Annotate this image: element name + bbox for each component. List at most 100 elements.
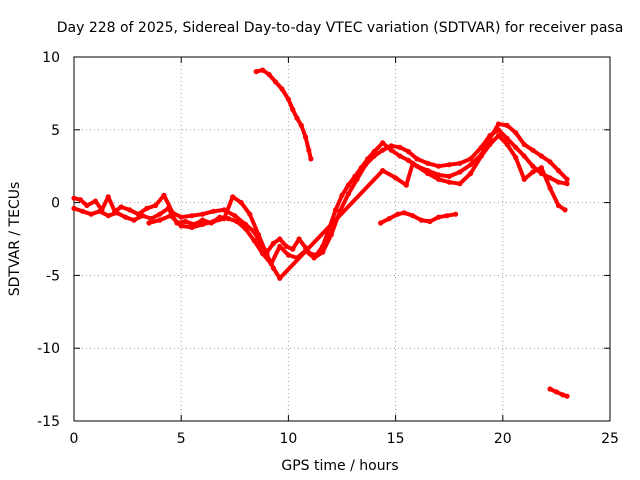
data-point bbox=[513, 130, 519, 136]
x-tick-label: 0 bbox=[70, 431, 79, 447]
data-point bbox=[303, 134, 309, 140]
data-point bbox=[165, 205, 171, 211]
data-point bbox=[200, 221, 206, 227]
data-point bbox=[298, 122, 304, 128]
data-point bbox=[290, 106, 296, 112]
data-point bbox=[446, 179, 452, 185]
data-point bbox=[538, 165, 545, 171]
data-point bbox=[435, 176, 442, 182]
x-tick-label: 15 bbox=[387, 431, 405, 447]
data-point bbox=[393, 175, 399, 181]
data-point bbox=[435, 214, 442, 220]
y-axis-label: SDTVAR / TECUs bbox=[7, 182, 23, 297]
data-point bbox=[328, 232, 334, 238]
data-point bbox=[131, 217, 137, 223]
y-tick-label: -10 bbox=[37, 341, 60, 357]
data-point bbox=[521, 176, 527, 182]
series-line bbox=[254, 68, 313, 161]
data-point bbox=[555, 179, 562, 185]
data-point bbox=[189, 213, 195, 219]
data-point bbox=[371, 153, 377, 159]
data-point bbox=[401, 210, 407, 216]
data-point bbox=[468, 156, 474, 162]
data-point bbox=[157, 217, 163, 223]
data-point bbox=[88, 211, 94, 217]
data-point bbox=[306, 147, 312, 153]
data-point bbox=[405, 157, 412, 163]
series-line bbox=[72, 127, 570, 266]
data-point bbox=[200, 211, 206, 217]
data-point bbox=[564, 176, 570, 182]
data-point bbox=[410, 213, 416, 219]
data-point bbox=[311, 255, 317, 261]
data-point bbox=[238, 200, 244, 206]
data-point bbox=[457, 160, 463, 166]
data-point bbox=[105, 213, 111, 219]
data-point bbox=[320, 249, 326, 255]
data-point bbox=[77, 197, 83, 203]
data-point bbox=[386, 216, 392, 222]
data-point bbox=[495, 133, 502, 139]
grid bbox=[74, 57, 610, 421]
data-point bbox=[521, 141, 527, 147]
data-point bbox=[279, 86, 285, 92]
data-point bbox=[564, 181, 570, 187]
data-point bbox=[547, 185, 553, 191]
data-point bbox=[148, 216, 154, 222]
data-point bbox=[80, 208, 86, 214]
data-point bbox=[167, 213, 174, 219]
data-point bbox=[253, 69, 259, 75]
x-tick-label: 5 bbox=[177, 431, 186, 447]
data-point bbox=[92, 198, 98, 204]
data-point bbox=[504, 135, 510, 142]
series-bottom-outlier bbox=[547, 386, 570, 399]
data-point bbox=[264, 252, 270, 258]
data-point bbox=[345, 191, 351, 197]
series-layer bbox=[71, 67, 570, 399]
data-point bbox=[395, 211, 401, 217]
data-point bbox=[427, 218, 433, 225]
data-point bbox=[547, 159, 553, 165]
series-line bbox=[378, 210, 458, 225]
data-point bbox=[478, 153, 484, 159]
data-point bbox=[468, 170, 474, 177]
data-point bbox=[504, 122, 510, 128]
y-tick-label: -15 bbox=[37, 414, 60, 430]
data-point bbox=[71, 195, 77, 201]
data-point bbox=[547, 175, 553, 181]
data-point bbox=[200, 217, 206, 223]
data-point bbox=[234, 218, 240, 225]
data-point bbox=[255, 232, 261, 238]
data-point bbox=[152, 202, 159, 209]
data-point bbox=[118, 204, 124, 210]
data-point bbox=[285, 252, 291, 258]
series-upper-arc bbox=[253, 67, 314, 162]
data-point bbox=[270, 240, 276, 246]
data-point bbox=[487, 141, 493, 147]
data-point bbox=[144, 205, 150, 211]
data-point bbox=[380, 168, 386, 174]
data-point bbox=[555, 168, 562, 174]
data-point bbox=[283, 243, 289, 249]
data-point bbox=[114, 210, 120, 216]
x-tick-label: 20 bbox=[494, 431, 512, 447]
data-point bbox=[530, 147, 536, 153]
data-point bbox=[345, 182, 351, 188]
data-point bbox=[495, 127, 502, 133]
data-point bbox=[290, 246, 296, 252]
data-point bbox=[435, 172, 442, 178]
data-point bbox=[378, 220, 384, 226]
data-point bbox=[189, 224, 195, 230]
data-point bbox=[333, 207, 339, 213]
data-point bbox=[182, 218, 189, 225]
plot-frame bbox=[73, 56, 611, 422]
data-point bbox=[157, 211, 163, 217]
data-point bbox=[272, 79, 279, 85]
data-point bbox=[221, 216, 227, 222]
data-point bbox=[388, 143, 394, 149]
data-point bbox=[380, 140, 386, 146]
data-point bbox=[296, 236, 302, 242]
data-point bbox=[84, 202, 90, 209]
